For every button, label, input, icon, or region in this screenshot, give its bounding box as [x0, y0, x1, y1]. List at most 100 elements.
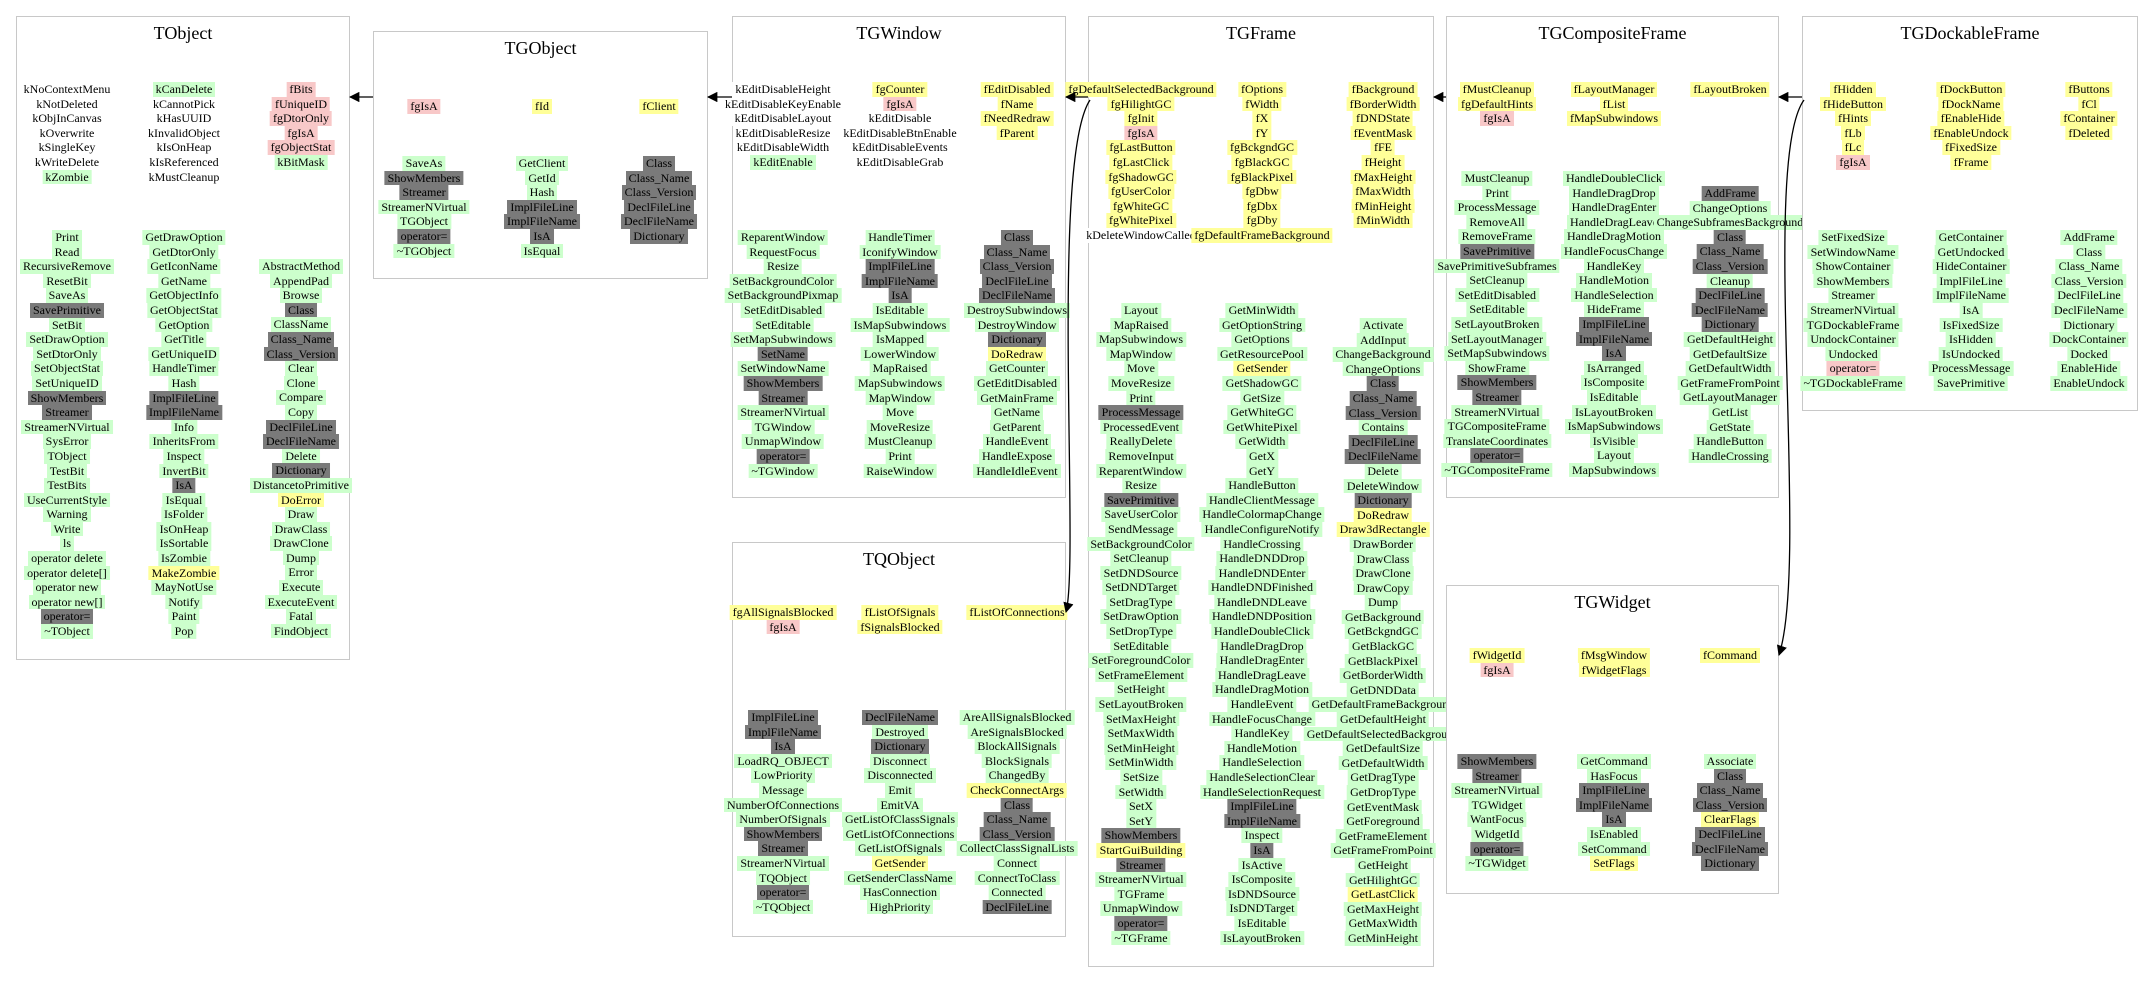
- member-tgwindow-5-11[interactable]: GetMainFrame: [977, 390, 1057, 406]
- member-tgcompositeframe-2-0[interactable]: fLayoutBroken: [1690, 82, 1770, 97]
- member-tgframe-4-0[interactable]: GetMinWidth: [1225, 303, 1299, 318]
- member-tgdockableframe-3-1[interactable]: SetWindowName: [1807, 244, 1899, 260]
- member-tobject-1-1[interactable]: kCannotPick: [149, 96, 218, 112]
- member-tgframe-4-1[interactable]: GetOptionString: [1219, 317, 1305, 333]
- member-tobject-5-16[interactable]: DoError: [278, 492, 324, 508]
- member-tgframe-4-35[interactable]: ImplFileName: [1224, 813, 1300, 829]
- member-tgwindow-2-2[interactable]: fNeedRedraw: [980, 111, 1054, 126]
- member-tgwindow-2-1[interactable]: fName: [997, 96, 1037, 112]
- member-tgframe-5-29[interactable]: GetDefaultSize: [1343, 741, 1423, 756]
- member-tgframe-2-9[interactable]: fMinWidth: [1353, 213, 1413, 228]
- member-tqobject-4-7[interactable]: GetListOfClassSignals: [842, 812, 958, 827]
- member-tobject-3-25[interactable]: operator new[]: [28, 594, 106, 610]
- member-tgcompositeframe-4-18[interactable]: IsVisible: [1589, 433, 1639, 449]
- member-tgwindow-5-3[interactable]: DeclFileLine: [982, 273, 1052, 289]
- member-tgdockableframe-3-9[interactable]: operator=: [1826, 361, 1880, 376]
- member-tobject-3-14[interactable]: SysError: [42, 434, 92, 449]
- member-tgwindow-4-15[interactable]: Print: [885, 448, 915, 464]
- member-tgframe-5-11[interactable]: DeleteWindow: [1343, 478, 1423, 494]
- member-tgframe-4-29[interactable]: HandleKey: [1231, 726, 1293, 741]
- member-tgcompositeframe-3-14[interactable]: ShowMembers: [1457, 375, 1537, 390]
- member-tgframe-3-24[interactable]: SetForegroundColor: [1088, 653, 1194, 668]
- member-tgobject-4-6[interactable]: IsEqual: [520, 243, 564, 259]
- member-tgobject-3-0[interactable]: SaveAs: [402, 156, 446, 171]
- member-tobject-0-6[interactable]: kZombie: [42, 169, 92, 185]
- member-tobject-5-3[interactable]: Class: [284, 302, 318, 318]
- member-tobject-3-15[interactable]: TObject: [44, 448, 90, 464]
- member-tqobject-4-12[interactable]: HasConnection: [860, 885, 940, 900]
- member-tgframe-3-13[interactable]: SavePrimitive: [1103, 492, 1178, 508]
- member-tgdockableframe-4-7[interactable]: IsHidden: [1946, 332, 1996, 347]
- member-tgframe-0-9[interactable]: fgWhitePixel: [1106, 213, 1176, 228]
- member-tgcompositeframe-4-14[interactable]: IsComposite: [1580, 375, 1648, 390]
- member-tgwidget-5-7[interactable]: Dictionary: [1701, 856, 1759, 871]
- member-tgobject-2-0[interactable]: fClient: [639, 99, 679, 114]
- member-tgwindow-5-10[interactable]: GetEditDisabled: [974, 375, 1060, 391]
- member-tgframe-4-13[interactable]: HandleClientMessage: [1206, 492, 1318, 508]
- member-tgobject-5-3[interactable]: DeclFileLine: [624, 199, 694, 215]
- member-tgframe-3-35[interactable]: SetY: [1125, 813, 1156, 829]
- member-tobject-5-24[interactable]: Fatal: [285, 609, 316, 624]
- member-tqobject-4-0[interactable]: DeclFileName: [862, 710, 938, 725]
- member-tgwindow-5-14[interactable]: HandleEvent: [982, 434, 1052, 449]
- member-tgframe-5-10[interactable]: Delete: [1364, 463, 1402, 479]
- member-tgframe-5-14[interactable]: Draw3dRectangle: [1336, 522, 1430, 537]
- member-tgframe-4-10[interactable]: GetX: [1246, 448, 1278, 464]
- member-tgcompositeframe-0-2[interactable]: fgIsA: [1480, 111, 1514, 126]
- member-tobject-3-27[interactable]: ~TObject: [41, 624, 93, 639]
- member-tgframe-4-40[interactable]: IsDNDSource: [1225, 886, 1299, 902]
- member-tgwindow-4-6[interactable]: IsMapSubwindows: [850, 317, 950, 333]
- member-tgdockableframe-5-10[interactable]: EnableUndock: [2050, 375, 2128, 391]
- member-tgwindow-3-5[interactable]: SetEditDisabled: [741, 302, 825, 318]
- member-tgframe-5-19[interactable]: Dump: [1364, 595, 1401, 610]
- member-tgwindow-4-1[interactable]: IconifyWindow: [859, 244, 941, 260]
- member-tgcompositeframe-3-4[interactable]: RemoveFrame: [1458, 229, 1536, 244]
- member-tgcompositeframe-3-6[interactable]: SavePrimitiveSubframes: [1434, 258, 1560, 274]
- member-tobject-0-3[interactable]: kOverwrite: [36, 125, 98, 141]
- member-tobject-4-8[interactable]: GetUniqueID: [148, 346, 220, 362]
- member-tgframe-4-32[interactable]: HandleSelectionClear: [1206, 770, 1318, 785]
- member-tqobject-3-10[interactable]: StreamerNVirtual: [737, 855, 829, 871]
- member-tobject-5-8[interactable]: Clone: [283, 375, 319, 391]
- member-tobject-4-18[interactable]: IsEqual: [162, 492, 206, 508]
- member-tgframe-4-6[interactable]: GetSize: [1240, 390, 1284, 406]
- member-tgframe-5-5[interactable]: Class_Name: [1349, 390, 1417, 406]
- member-tgframe-5-30[interactable]: GetDefaultWidth: [1338, 755, 1428, 771]
- member-tqobject-4-4[interactable]: Disconnected: [864, 768, 936, 783]
- member-tgframe-3-3[interactable]: MapWindow: [1106, 346, 1176, 362]
- member-tobject-2-2[interactable]: fgDtorOnly: [270, 111, 332, 126]
- member-tgwindow-5-5[interactable]: DestroySubwindows: [963, 302, 1071, 318]
- member-tgframe-5-20[interactable]: GetBackground: [1342, 609, 1424, 625]
- member-tgobject-4-4[interactable]: ImplFileName: [504, 214, 580, 229]
- member-tgframe-3-27[interactable]: SetLayoutBroken: [1095, 697, 1187, 712]
- member-tgcompositeframe-3-13[interactable]: ShowFrame: [1464, 360, 1529, 376]
- member-tgframe-3-18[interactable]: SetDNDSource: [1100, 565, 1182, 581]
- member-tgdockableframe-0-0[interactable]: fHidden: [1830, 82, 1876, 97]
- member-tgwindow-5-8[interactable]: DoRedraw: [988, 346, 1046, 362]
- member-tgcompositeframe-5-0[interactable]: AddFrame: [1701, 186, 1759, 201]
- member-tgcompositeframe-5-5[interactable]: Class_Version: [1692, 258, 1768, 274]
- member-tgframe-5-21[interactable]: GetBckgndGC: [1344, 624, 1422, 640]
- member-tgwindow-5-6[interactable]: DestroyWindow: [974, 317, 1060, 333]
- member-tgwindow-3-16[interactable]: ~TGWindow: [748, 463, 818, 479]
- member-tgcompositeframe-3-16[interactable]: StreamerNVirtual: [1451, 404, 1543, 420]
- member-tqobject-1-1[interactable]: fSignalsBlocked: [857, 619, 943, 635]
- member-tobject-4-7[interactable]: GetTitle: [161, 332, 207, 347]
- member-tgdockableframe-4-1[interactable]: GetUndocked: [1934, 244, 2008, 260]
- member-tgframe-3-32[interactable]: SetSize: [1119, 770, 1162, 785]
- member-tqobject-5-10[interactable]: Connect: [993, 855, 1040, 871]
- member-tgwidget-3-6[interactable]: operator=: [1470, 841, 1524, 857]
- member-tobject-4-21[interactable]: IsSortable: [156, 536, 212, 552]
- member-tobject-5-14[interactable]: Dictionary: [272, 463, 330, 478]
- member-tobject-4-26[interactable]: Paint: [168, 609, 200, 625]
- member-tgframe-2-3[interactable]: fEventMask: [1350, 125, 1416, 141]
- member-tobject-1-0[interactable]: kCanDelete: [152, 82, 216, 97]
- member-tgframe-5-35[interactable]: GetFrameElement: [1336, 828, 1430, 844]
- member-tobject-3-4[interactable]: SaveAs: [45, 288, 89, 303]
- member-tgframe-3-6[interactable]: Print: [1126, 390, 1156, 406]
- member-tqobject-5-8[interactable]: Class_Version: [979, 826, 1055, 842]
- member-tgframe-3-11[interactable]: ReparentWindow: [1095, 463, 1187, 479]
- member-tobject-2-4[interactable]: fgObjectStat: [267, 140, 335, 155]
- member-tgframe-3-29[interactable]: SetMaxWidth: [1104, 726, 1178, 741]
- member-tgcompositeframe-4-5[interactable]: HandleFocusChange: [1561, 243, 1667, 259]
